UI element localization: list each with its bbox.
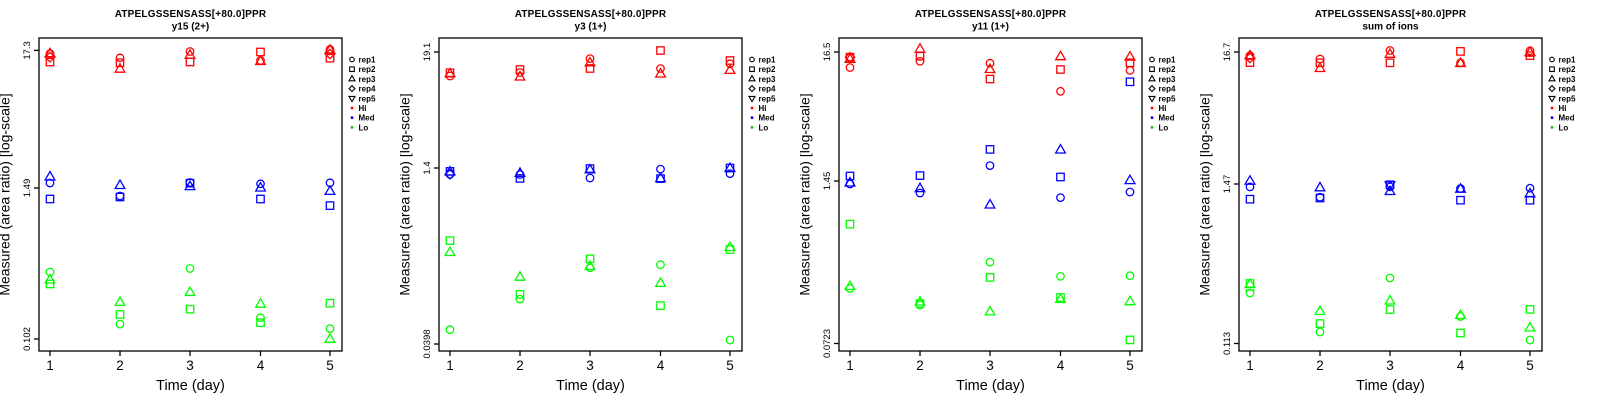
svg-text:0.0398: 0.0398 bbox=[422, 329, 433, 358]
svg-text:16.5: 16.5 bbox=[822, 43, 833, 62]
svg-text:rep1: rep1 bbox=[759, 56, 776, 65]
svg-text:2: 2 bbox=[916, 358, 924, 373]
svg-text:Measured (area ratio) [log-sca: Measured (area ratio) [log-scale] bbox=[0, 93, 13, 295]
svg-text:ATPELGSSENSASS[+80.0]PPR: ATPELGSSENSASS[+80.0]PPR bbox=[515, 9, 667, 20]
svg-text:rep4: rep4 bbox=[1559, 85, 1576, 94]
svg-text:y15 (2+): y15 (2+) bbox=[172, 22, 210, 33]
svg-text:rep4: rep4 bbox=[1159, 85, 1176, 94]
svg-text:1: 1 bbox=[446, 358, 454, 373]
svg-text:rep3: rep3 bbox=[759, 75, 776, 84]
svg-text:1: 1 bbox=[846, 358, 854, 373]
svg-text:rep5: rep5 bbox=[1159, 94, 1176, 103]
svg-text:Med: Med bbox=[1559, 114, 1575, 123]
svg-text:Lo: Lo bbox=[1159, 123, 1169, 132]
svg-text:rep2: rep2 bbox=[1559, 65, 1576, 74]
svg-text:2: 2 bbox=[116, 358, 124, 373]
svg-text:y11 (1+): y11 (1+) bbox=[972, 22, 1009, 33]
svg-text:rep4: rep4 bbox=[359, 85, 376, 94]
svg-text:ATPELGSSENSASS[+80.0]PPR: ATPELGSSENSASS[+80.0]PPR bbox=[1315, 9, 1467, 20]
svg-text:Time (day): Time (day) bbox=[556, 378, 625, 394]
svg-text:1.47: 1.47 bbox=[1222, 175, 1233, 194]
svg-text:3: 3 bbox=[586, 358, 594, 373]
svg-text:4: 4 bbox=[1057, 358, 1065, 373]
svg-text:Lo: Lo bbox=[1559, 123, 1569, 132]
svg-text:Measured (area ratio) [log-sca: Measured (area ratio) [log-scale] bbox=[1200, 93, 1213, 295]
svg-text:Hi: Hi bbox=[759, 104, 767, 113]
svg-text:rep3: rep3 bbox=[1559, 75, 1576, 84]
svg-text:Lo: Lo bbox=[359, 123, 369, 132]
svg-text:4: 4 bbox=[257, 358, 265, 373]
svg-text:1.49: 1.49 bbox=[22, 179, 33, 198]
svg-text:rep3: rep3 bbox=[359, 75, 376, 84]
svg-text:17.3: 17.3 bbox=[22, 41, 33, 60]
svg-text:rep5: rep5 bbox=[359, 94, 376, 103]
svg-text:rep1: rep1 bbox=[1159, 56, 1176, 65]
svg-text:Measured (area ratio) [log-sca: Measured (area ratio) [log-scale] bbox=[400, 93, 413, 295]
svg-text:Hi: Hi bbox=[1159, 104, 1167, 113]
svg-text:16.7: 16.7 bbox=[1222, 43, 1233, 62]
svg-text:5: 5 bbox=[1126, 358, 1134, 373]
svg-text:1: 1 bbox=[46, 358, 54, 373]
svg-text:0.102: 0.102 bbox=[22, 327, 33, 351]
svg-text:19.1: 19.1 bbox=[422, 43, 433, 62]
svg-text:Hi: Hi bbox=[359, 104, 367, 113]
svg-text:Lo: Lo bbox=[759, 123, 769, 132]
svg-text:rep2: rep2 bbox=[759, 65, 776, 74]
svg-text:rep2: rep2 bbox=[359, 65, 376, 74]
svg-text:2: 2 bbox=[1316, 358, 1324, 373]
svg-text:Med: Med bbox=[1159, 114, 1175, 123]
svg-text:sum of ions: sum of ions bbox=[1362, 22, 1419, 33]
svg-text:y3 (1+): y3 (1+) bbox=[575, 22, 607, 33]
svg-text:5: 5 bbox=[326, 358, 334, 373]
svg-text:3: 3 bbox=[1386, 358, 1394, 373]
svg-text:Med: Med bbox=[759, 114, 775, 123]
svg-text:3: 3 bbox=[986, 358, 994, 373]
svg-text:4: 4 bbox=[1457, 358, 1465, 373]
svg-text:rep5: rep5 bbox=[759, 94, 776, 103]
svg-text:rep3: rep3 bbox=[1159, 75, 1176, 84]
svg-text:rep5: rep5 bbox=[1559, 94, 1576, 103]
svg-text:1.4: 1.4 bbox=[422, 161, 433, 174]
svg-text:rep1: rep1 bbox=[1559, 56, 1576, 65]
svg-text:0.113: 0.113 bbox=[1222, 332, 1233, 355]
svg-text:4: 4 bbox=[657, 358, 665, 373]
svg-text:ATPELGSSENSASS[+80.0]PPR: ATPELGSSENSASS[+80.0]PPR bbox=[115, 9, 267, 20]
svg-text:2: 2 bbox=[516, 358, 524, 373]
svg-text:Time (day): Time (day) bbox=[156, 378, 225, 394]
svg-text:1: 1 bbox=[1246, 358, 1254, 373]
svg-text:1.45: 1.45 bbox=[822, 172, 833, 191]
svg-text:5: 5 bbox=[1526, 358, 1534, 373]
svg-text:rep2: rep2 bbox=[1159, 65, 1176, 74]
svg-text:5: 5 bbox=[726, 358, 734, 373]
svg-text:Measured (area ratio) [log-sca: Measured (area ratio) [log-scale] bbox=[800, 93, 813, 295]
svg-text:Time (day): Time (day) bbox=[956, 378, 1025, 394]
svg-text:ATPELGSSENSASS[+80.0]PPR: ATPELGSSENSASS[+80.0]PPR bbox=[915, 9, 1067, 20]
svg-text:3: 3 bbox=[186, 358, 194, 373]
svg-text:Hi: Hi bbox=[1559, 104, 1567, 113]
svg-text:rep4: rep4 bbox=[759, 85, 776, 94]
svg-text:rep1: rep1 bbox=[359, 56, 376, 65]
svg-text:0.0723: 0.0723 bbox=[822, 329, 833, 358]
svg-text:Time (day): Time (day) bbox=[1356, 378, 1425, 394]
svg-text:Med: Med bbox=[359, 114, 375, 123]
